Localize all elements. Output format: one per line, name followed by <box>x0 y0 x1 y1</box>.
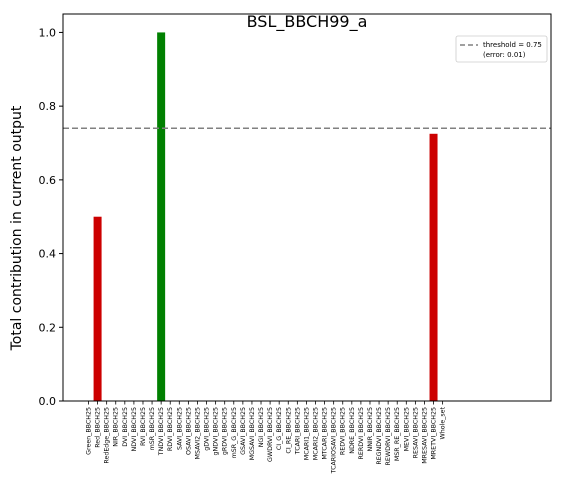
y-tick-label: 0.2 <box>39 321 57 334</box>
y-tick-label: 0.0 <box>39 395 57 408</box>
x-tick-label: OSAVI_BBCH25 <box>185 407 192 455</box>
x-tick-label: MEVI_BBCH25 <box>403 407 410 451</box>
x-tick-label: REDVI_BBCH25 <box>340 407 347 455</box>
x-tick-label: REWDRVI_BBCH25 <box>385 407 392 465</box>
y-axis-ticks: 0.0 0.2 0.4 0.6 0.8 1.0 <box>39 26 63 408</box>
x-tick-label: NGI_BBCH25 <box>258 407 265 447</box>
x-tick-label: RVI_BBCH25 <box>140 407 147 446</box>
x-tick-label: CI_G_BBCH25 <box>276 407 283 450</box>
y-tick-label: 0.6 <box>39 174 57 187</box>
x-tick-label: MCARI1_BBCH25 <box>303 407 310 460</box>
y-tick-label: 0.4 <box>39 248 57 261</box>
x-tick-label: MGSAVI_BBCH25 <box>249 407 256 460</box>
y-tick-label: 1.0 <box>39 26 57 39</box>
plot-frame <box>62 13 552 402</box>
x-tick-label: MTCARI_BBCH25 <box>322 407 329 460</box>
bar <box>93 216 102 401</box>
x-tick-label: TCARI_BBCH25 <box>294 407 301 455</box>
x-tick-label: MRESAVI_BBCH25 <box>421 407 428 464</box>
x-axis-ticks: Green_BBCH25 Red_BBCH25 RedEdge_BBCH25 NIR_… <box>86 401 447 474</box>
x-tick-label: mSR_BBCH25 <box>149 407 156 450</box>
x-tick-label: NDRE_BBCH25 <box>349 407 356 454</box>
x-tick-label: REGNDVI_BBCH25 <box>376 407 383 465</box>
chart-title: BSL_BBCH99_a <box>247 12 368 32</box>
x-tick-label: NDVI_BBCH25 <box>131 407 138 451</box>
x-tick-label: RERDVI_BBCH25 <box>358 407 365 459</box>
y-tick-label: 0.8 <box>39 100 57 113</box>
x-tick-label: GSAVI_BBCH25 <box>240 407 247 455</box>
legend-box <box>455 35 548 63</box>
x-tick-label: gNDVI_BBCH25 <box>213 407 220 455</box>
legend: threshold = 0.75 (error: 0.01) <box>455 35 548 63</box>
x-tick-label: MSAVI2_BBCH25 <box>194 407 201 459</box>
bar <box>429 133 438 402</box>
x-tick-label: Green_BBCH25 <box>86 407 93 455</box>
x-tick-label: SAVI_BBCH25 <box>176 407 183 450</box>
x-tick-label: RDVI_BBCH25 <box>167 407 174 451</box>
legend-line-1: threshold = 0.75 <box>483 41 542 49</box>
x-tick-label: gRDVI_BBCH25 <box>222 407 229 455</box>
x-tick-label: TCARIOSAVI_BBCH25 <box>331 407 338 474</box>
x-tick-label: Whole_set <box>440 406 447 439</box>
x-tick-label: Red_BBCH25 <box>95 407 102 448</box>
x-tick-label: RESAVI_BBCH25 <box>412 407 419 458</box>
x-tick-label: DVI_BBCH25 <box>122 407 129 447</box>
x-tick-label: mSR_G_BBCH25 <box>231 407 238 458</box>
bar <box>157 32 166 402</box>
x-tick-label: RedEdge_BBCH25 <box>104 407 111 464</box>
x-tick-label: MSR_RE_BBCH25 <box>394 407 401 461</box>
x-tick-label: MRETVI_BBCH25 <box>431 407 438 460</box>
x-tick-label: GWDRVI_BBCH25 <box>267 407 274 462</box>
x-tick-label: NNIR_BBCH25 <box>367 407 374 451</box>
x-tick-label: TNDVI_BBCH25 <box>158 407 165 456</box>
x-tick-label: gDVI_BBCH25 <box>204 407 211 451</box>
x-tick-label: MCARI2_BBCH25 <box>313 407 320 460</box>
x-tick-label: CI_RE_BBCH25 <box>285 407 292 454</box>
legend-line-2: (error: 0.01) <box>483 51 526 59</box>
x-tick-label: NIR_BBCH25 <box>113 407 120 447</box>
bars <box>93 32 438 402</box>
y-axis-label: Total contribution in current output <box>9 105 25 351</box>
